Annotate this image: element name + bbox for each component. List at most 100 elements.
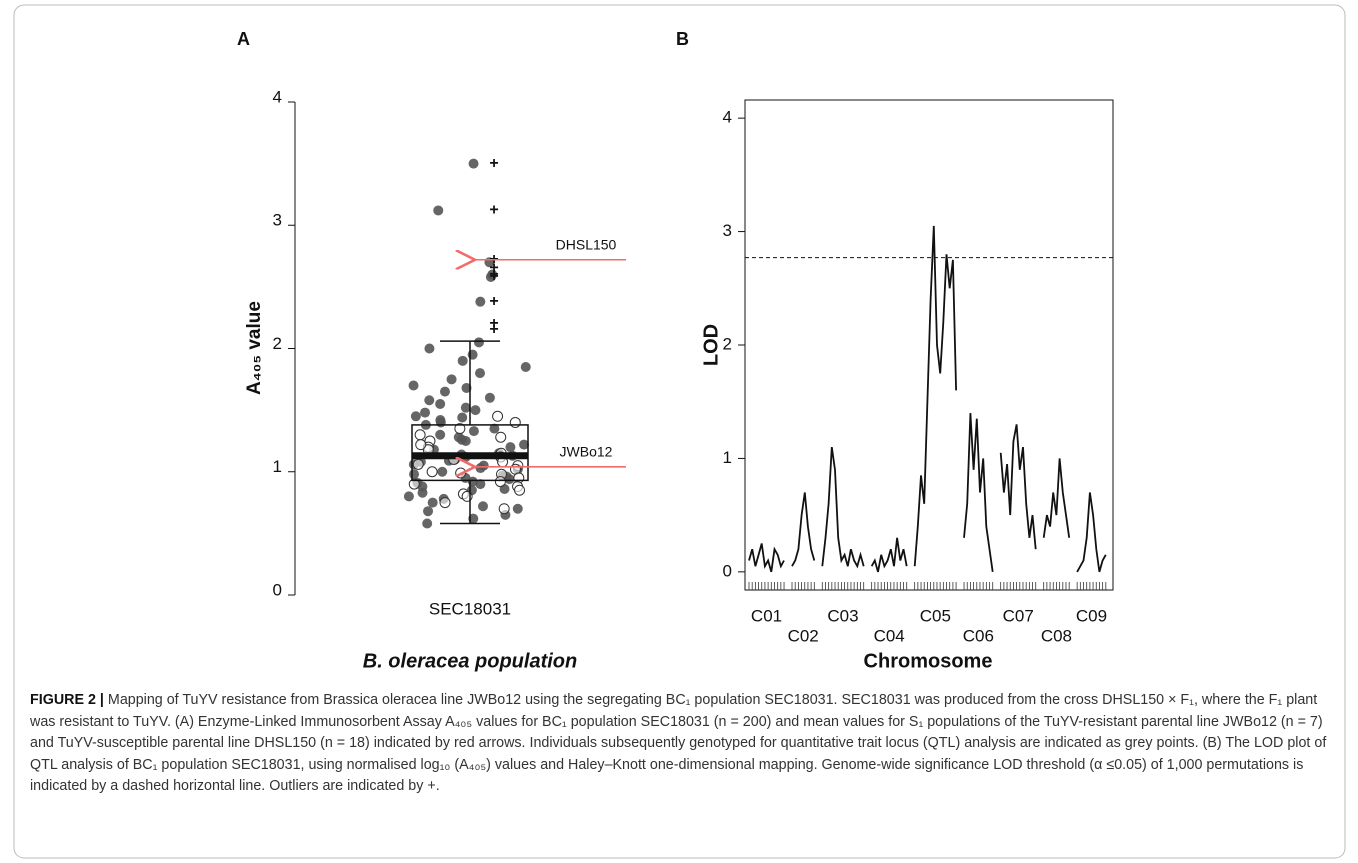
- annotation: DHSL150: [556, 236, 617, 252]
- y-tick-label: 0: [273, 580, 282, 599]
- point: [420, 407, 431, 418]
- y-tick-label: 3: [723, 221, 732, 240]
- point: [467, 349, 478, 360]
- point: [446, 374, 457, 385]
- open-point: [494, 476, 506, 488]
- open-point: [414, 429, 426, 441]
- outlier: +: [489, 321, 498, 338]
- point: [505, 442, 516, 453]
- point: [435, 417, 446, 428]
- panel-label: A: [237, 29, 250, 49]
- outlier: +: [489, 266, 498, 283]
- point: [468, 426, 479, 437]
- y-axis-title: LOD: [700, 324, 722, 366]
- annotation: JWBo12: [560, 444, 613, 460]
- point: [457, 355, 468, 366]
- open-point: [514, 484, 526, 496]
- point: [485, 272, 496, 283]
- point: [475, 479, 486, 490]
- point: [460, 402, 471, 413]
- lod-line: [870, 537, 908, 573]
- open-point: [498, 503, 510, 515]
- point: [410, 411, 421, 422]
- point: [475, 296, 486, 307]
- point: [489, 423, 500, 434]
- outlier: +: [489, 268, 498, 285]
- chromosome-label: C05: [920, 606, 951, 625]
- point: [424, 395, 435, 406]
- outlier: +: [489, 293, 498, 310]
- point: [512, 503, 523, 514]
- caption-label: FIGURE 2 |: [30, 692, 104, 708]
- chromosome-label: C08: [1041, 626, 1072, 645]
- y-tick-label: 1: [273, 457, 282, 476]
- point: [475, 368, 486, 379]
- caption-text: Mapping of TuYV resistance from Brassica…: [30, 692, 1327, 794]
- lod-line: [999, 424, 1037, 550]
- y-tick-label: 4: [273, 87, 282, 106]
- figure-border: [13, 4, 1346, 859]
- x-tick-label: SEC18031: [429, 599, 511, 618]
- lod-line: [1042, 458, 1071, 538]
- y-tick-label: 0: [723, 561, 732, 580]
- chromosome-label: C01: [751, 606, 782, 625]
- y-tick-label: 4: [723, 108, 732, 127]
- open-point: [415, 439, 427, 451]
- point: [461, 382, 472, 393]
- chromosome-label: C02: [788, 626, 819, 645]
- point: [408, 380, 419, 391]
- y-tick-label: 1: [723, 448, 732, 467]
- open-point: [455, 467, 467, 479]
- point: [409, 469, 420, 480]
- point: [422, 518, 433, 529]
- point: [403, 491, 414, 502]
- point: [484, 392, 495, 403]
- point: [477, 501, 488, 512]
- point: [435, 398, 446, 409]
- point: [519, 439, 530, 450]
- point: [439, 386, 450, 397]
- open-point: [509, 416, 521, 428]
- chromosome-label: C04: [874, 626, 905, 645]
- lod-line: [821, 446, 865, 569]
- point: [468, 158, 479, 169]
- chromosome-label: C06: [963, 626, 994, 645]
- point: [457, 412, 468, 423]
- chromosome-label: C09: [1076, 606, 1107, 625]
- point: [424, 343, 435, 354]
- open-point: [495, 431, 507, 443]
- point: [456, 434, 467, 445]
- caption: FIGURE 2 | Mapping of TuYV resistance fr…: [30, 690, 1330, 798]
- x-axis-title: Chromosome: [864, 650, 993, 672]
- y-tick-label: 2: [273, 334, 282, 353]
- lod-line: [748, 543, 785, 573]
- open-point: [408, 478, 420, 490]
- open-point: [454, 423, 466, 435]
- y-axis-title: A₄₀₅ value: [244, 301, 265, 395]
- point: [427, 497, 438, 508]
- lod-line: [963, 413, 994, 573]
- open-point: [439, 497, 451, 509]
- point: [423, 506, 434, 517]
- point: [520, 361, 531, 372]
- point: [433, 205, 444, 216]
- point: [470, 405, 481, 416]
- point: [473, 337, 484, 348]
- point: [475, 463, 486, 474]
- chromosome-label: C07: [1003, 606, 1034, 625]
- outlier: +: [489, 155, 498, 172]
- open-point: [426, 466, 438, 478]
- lod-line: [913, 225, 957, 567]
- outlier: +: [489, 315, 498, 332]
- lod-line: [1076, 492, 1107, 573]
- lod-line: [791, 492, 816, 567]
- y-tick-label: 3: [273, 211, 282, 230]
- open-point: [492, 410, 504, 422]
- x-axis-title: B. oleracea population: [363, 650, 577, 672]
- outlier: +: [489, 260, 498, 277]
- point: [437, 466, 448, 477]
- panel-label: B: [676, 29, 689, 49]
- point: [468, 513, 479, 524]
